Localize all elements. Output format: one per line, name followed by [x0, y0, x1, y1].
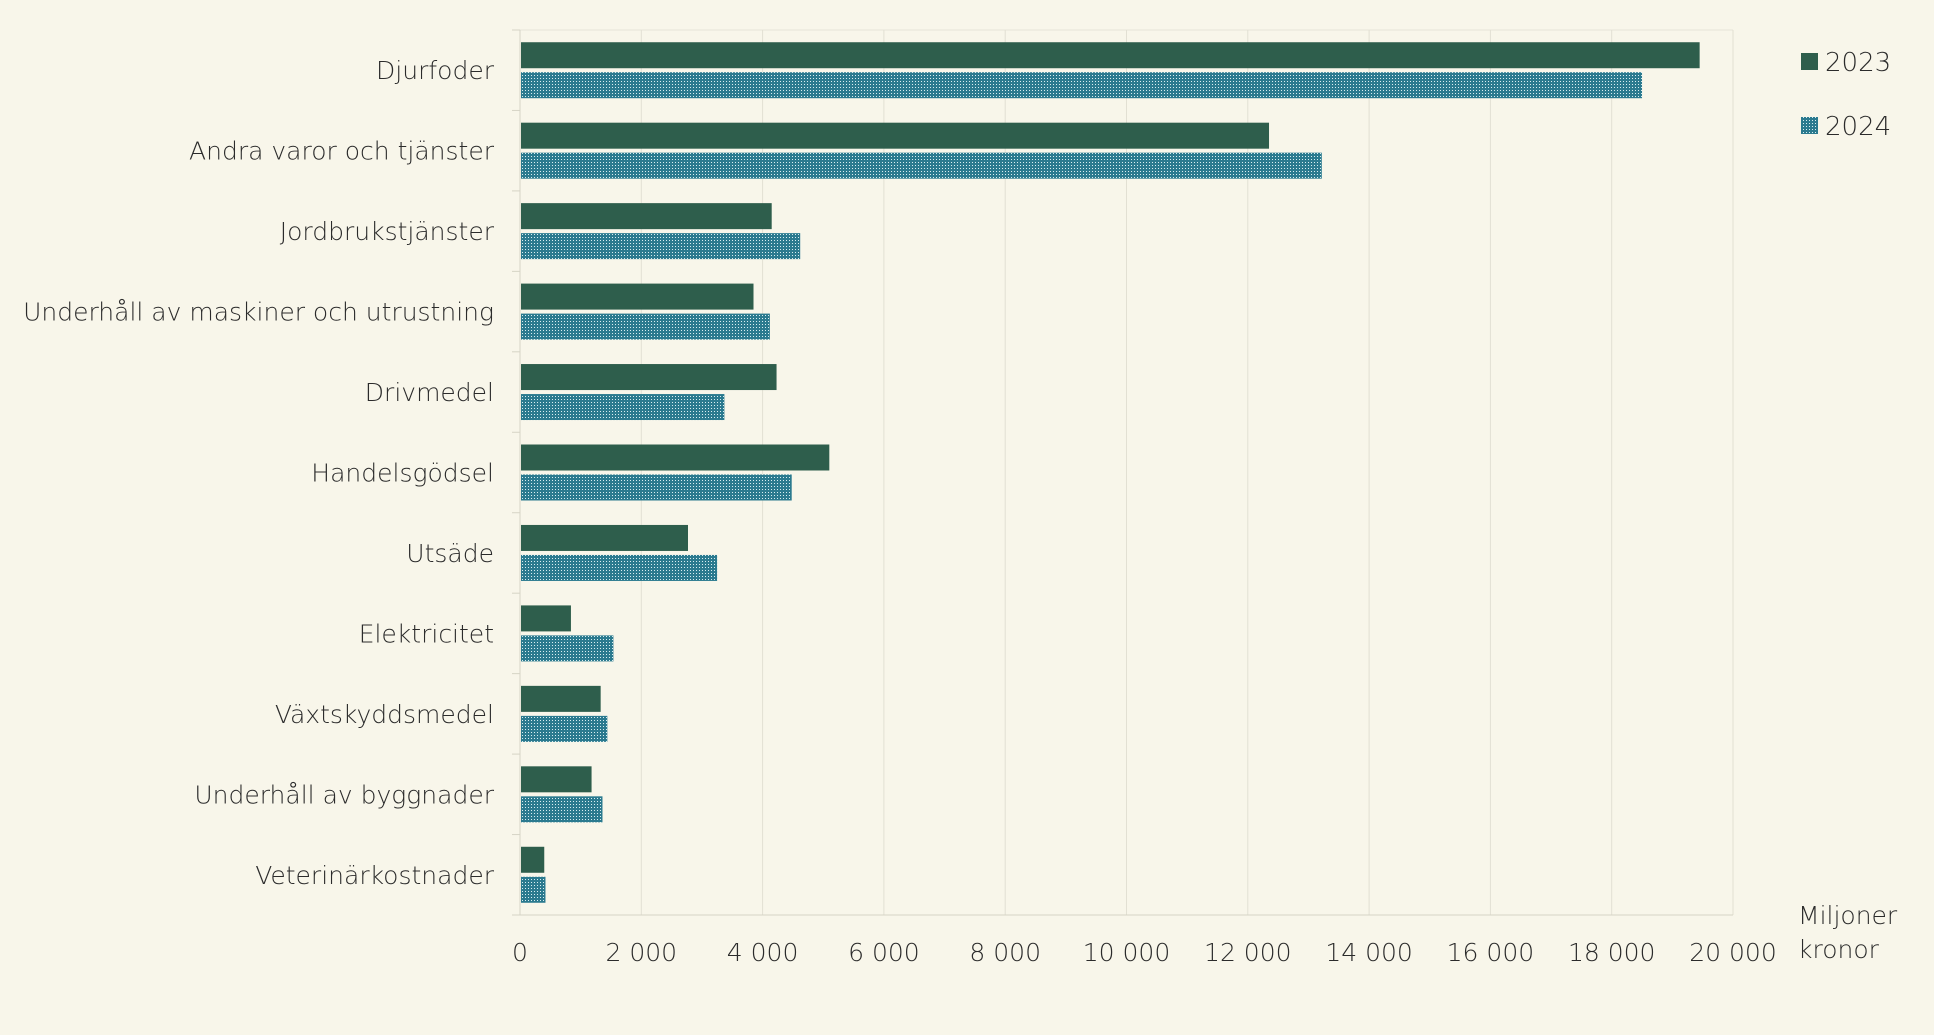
x-axis-unit-line: kronor: [1798, 935, 1880, 964]
x-tick-label: 14 000: [1325, 938, 1412, 967]
bar-2023: [521, 605, 571, 632]
bar-2024: [521, 72, 1643, 99]
bar-2023: [521, 122, 1270, 149]
legend-swatch-2024: [1801, 117, 1818, 134]
category-label: Djurfoder: [376, 56, 495, 85]
bar-2023: [521, 685, 601, 712]
x-tick-label: 6 000: [848, 938, 920, 967]
category-label: Drivmedel: [365, 378, 494, 407]
bar-2024: [521, 876, 546, 903]
bar-2024: [521, 394, 725, 421]
bar-2024: [521, 554, 718, 581]
bar-2024: [521, 635, 614, 662]
x-tick-label: 0: [512, 938, 528, 967]
bar-2023: [521, 203, 772, 230]
bar-2024: [521, 313, 770, 340]
axes: 0 2 000 4 000 6 000 8 000 10 000 12 000 14 000 1…: [23, 29, 1898, 967]
bar-2023: [521, 283, 754, 310]
legend-label-2024: 2024: [1825, 112, 1891, 142]
bar-2023: [521, 364, 777, 391]
x-tick-label: 8 000: [969, 938, 1041, 967]
category-label: Elektricitet: [359, 619, 494, 648]
x-tick-label: 16 000: [1447, 938, 1534, 967]
x-tick-label: 18 000: [1568, 938, 1655, 967]
legend-swatch-2023: [1801, 53, 1818, 70]
x-tick-label: 10 000: [1083, 938, 1170, 967]
bar-2023: [521, 766, 592, 793]
bar-2023: [521, 524, 689, 551]
x-axis-unit-line: Miljoner: [1798, 901, 1898, 930]
bar-2023: [521, 846, 545, 873]
category-label: Veterinärkostnader: [255, 861, 495, 890]
category-label: Underhåll av maskiner och utrustning: [23, 298, 494, 327]
category-label: Växtskyddsmedel: [275, 700, 494, 729]
x-tick-label: 12 000: [1204, 938, 1291, 967]
bar-2024: [521, 796, 603, 823]
bar-2024: [521, 474, 792, 501]
category-label: Handelsgödsel: [311, 459, 494, 488]
category-label: Jordbrukstjänster: [280, 217, 495, 246]
legend: 2023 2024: [1801, 48, 1891, 142]
category-label: Utsäde: [406, 539, 494, 568]
bar-2024: [521, 152, 1322, 179]
bar-2024: [521, 233, 801, 260]
x-tick-label: 4 000: [727, 938, 799, 967]
x-tick-label: 2 000: [606, 938, 678, 967]
category-label: Underhåll av byggnader: [194, 780, 494, 809]
bar-2023: [521, 42, 1700, 69]
bars: [521, 42, 1700, 903]
category-label: Andra varor och tjänster: [189, 137, 495, 166]
bar-2023: [521, 444, 830, 471]
bar-2024: [521, 715, 608, 742]
x-tick-label: 20 000: [1689, 938, 1776, 967]
x-axis-unit-label: Miljoner kronor: [1798, 901, 1898, 964]
legend-label-2023: 2023: [1825, 48, 1891, 78]
